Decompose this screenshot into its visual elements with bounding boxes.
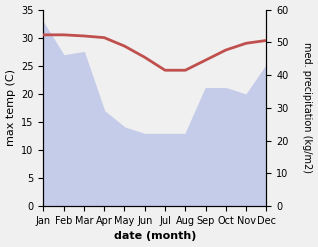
Y-axis label: med. precipitation (kg/m2): med. precipitation (kg/m2): [302, 42, 313, 173]
Y-axis label: max temp (C): max temp (C): [5, 69, 16, 146]
X-axis label: date (month): date (month): [114, 231, 196, 242]
